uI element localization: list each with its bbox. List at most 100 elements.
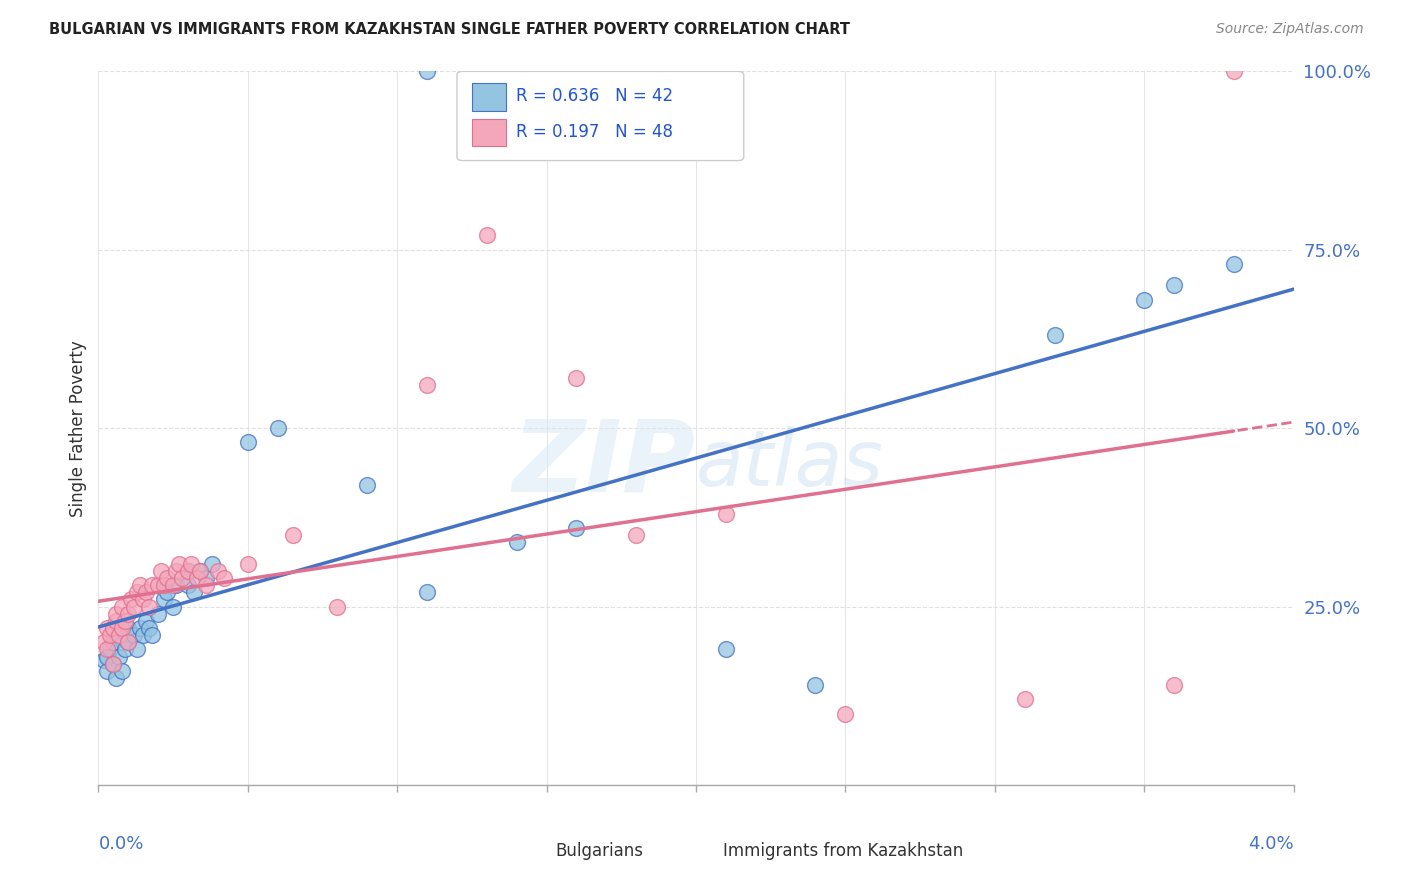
Point — [1163, 278, 1185, 293]
Point — [162, 578, 184, 592]
Point — [165, 564, 187, 578]
Point — [96, 664, 118, 678]
Point — [117, 607, 139, 621]
Point — [714, 642, 737, 657]
Point — [156, 571, 179, 585]
Point — [1043, 328, 1066, 343]
Point — [195, 571, 218, 585]
Point — [236, 435, 259, 450]
Point — [475, 228, 498, 243]
Point — [1223, 257, 1246, 271]
Point — [135, 585, 157, 599]
Point — [103, 657, 125, 671]
Text: Source: ZipAtlas.com: Source: ZipAtlas.com — [1216, 22, 1364, 37]
Bar — [472, 84, 506, 111]
Point — [177, 564, 200, 578]
Point — [138, 621, 160, 635]
Point — [416, 64, 439, 78]
Point — [153, 592, 176, 607]
Point — [236, 557, 259, 571]
Point — [180, 557, 202, 571]
Point — [120, 592, 142, 607]
Point — [565, 521, 588, 535]
Point — [626, 528, 648, 542]
Bar — [472, 120, 506, 146]
Point — [714, 507, 737, 521]
Point — [114, 614, 136, 628]
Point — [356, 478, 378, 492]
Point — [834, 706, 856, 721]
Point — [98, 628, 122, 642]
Y-axis label: Single Father Poverty: Single Father Poverty — [69, 340, 87, 516]
Text: Bulgarians: Bulgarians — [555, 842, 643, 860]
Point — [127, 585, 149, 599]
Point — [1014, 692, 1036, 706]
FancyBboxPatch shape — [457, 71, 744, 161]
Point — [117, 621, 139, 635]
Point — [188, 564, 211, 578]
Point — [103, 635, 125, 649]
Point — [186, 571, 208, 585]
Point — [416, 378, 439, 392]
Point — [195, 578, 218, 592]
Point — [98, 642, 122, 657]
Point — [162, 599, 184, 614]
Point — [127, 642, 149, 657]
Point — [108, 628, 131, 642]
Point — [150, 564, 173, 578]
Point — [114, 642, 136, 657]
Text: Immigrants from Kazakhstan: Immigrants from Kazakhstan — [724, 842, 963, 860]
Point — [117, 635, 139, 649]
Point — [167, 557, 190, 571]
Point — [105, 614, 128, 628]
Point — [93, 653, 115, 667]
Bar — [523, 838, 548, 863]
Point — [141, 628, 163, 642]
Point — [281, 528, 304, 542]
Point — [506, 535, 529, 549]
Point — [103, 657, 125, 671]
Point — [132, 592, 155, 607]
Point — [129, 578, 152, 592]
Point — [326, 599, 349, 614]
Point — [804, 678, 827, 692]
Point — [96, 621, 118, 635]
Point — [177, 564, 200, 578]
Point — [177, 578, 200, 592]
Point — [111, 664, 134, 678]
Point — [188, 564, 211, 578]
Point — [156, 585, 179, 599]
Point — [212, 571, 235, 585]
Point — [124, 628, 146, 642]
Point — [124, 599, 146, 614]
Point — [1133, 293, 1156, 307]
Point — [165, 578, 187, 592]
Text: atlas: atlas — [696, 425, 884, 502]
Point — [201, 557, 224, 571]
Point — [138, 599, 160, 614]
Text: ZIP: ZIP — [513, 416, 696, 512]
Point — [108, 649, 131, 664]
Point — [111, 599, 134, 614]
Point — [153, 578, 176, 592]
Point — [148, 578, 170, 592]
Text: 0.0%: 0.0% — [98, 835, 143, 853]
Point — [183, 585, 205, 599]
Bar — [690, 838, 716, 863]
Point — [117, 635, 139, 649]
Point — [129, 621, 152, 635]
Point — [132, 628, 155, 642]
Text: R = 0.636   N = 42: R = 0.636 N = 42 — [516, 87, 672, 105]
Text: R = 0.197   N = 48: R = 0.197 N = 48 — [516, 123, 672, 141]
Point — [105, 607, 128, 621]
Point — [1223, 64, 1246, 78]
Point — [1163, 678, 1185, 692]
Point — [96, 649, 118, 664]
Point — [565, 371, 588, 385]
Point — [111, 621, 134, 635]
Point — [135, 614, 157, 628]
Point — [172, 571, 194, 585]
Point — [141, 578, 163, 592]
Point — [105, 671, 128, 685]
Point — [267, 421, 290, 435]
